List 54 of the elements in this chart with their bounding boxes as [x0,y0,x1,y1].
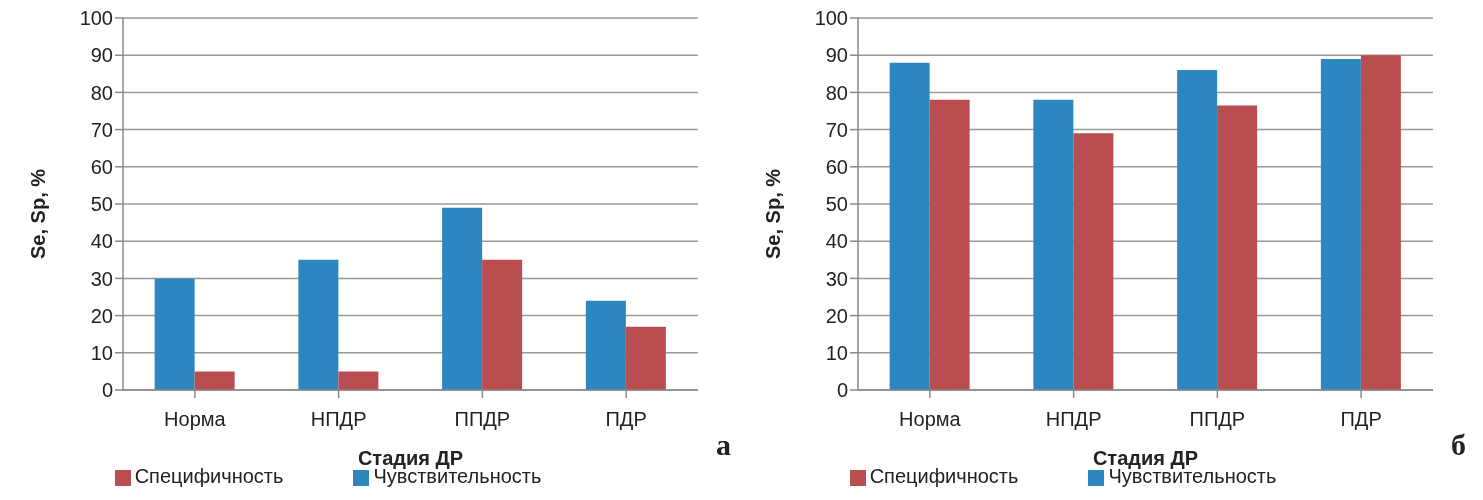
bar [298,259,339,390]
y-axis-title: Se, Sp, % [762,168,785,259]
y-tick-label: 100 [79,7,113,30]
y-tick-label: 60 [90,155,113,178]
bar [442,207,483,390]
y-tick-label: 90 [825,44,848,67]
y-tick-label: 40 [825,230,848,253]
y-tick-label: 0 [836,379,848,402]
y-tick-label: 10 [825,341,848,364]
x-tick-label: НПДР [310,408,367,431]
x-axis-title: Стадия ДР [357,447,464,469]
bar [482,259,523,390]
text: б [1451,428,1466,462]
legend-label: Специфичность [134,465,284,487]
bar [338,371,379,390]
bar [154,278,195,390]
bar [889,62,930,390]
x-tick-label: ППДР [454,408,511,431]
bar [1177,70,1218,390]
y-tick-label: 50 [90,193,113,216]
y-tick-label: 70 [825,118,848,141]
bar [1073,133,1114,390]
bar [1320,58,1361,390]
y-tick-label: 70 [90,118,113,141]
y-tick-label: 10 [90,341,113,364]
y-axis-title: Se, Sp, % [27,168,50,259]
y-tick-label: 40 [90,230,113,253]
y-tick-label: 50 [825,193,848,216]
y-tick-label: 0 [101,379,113,402]
text: а [716,428,731,462]
bar [1360,55,1401,390]
y-tick-label: 20 [90,304,113,327]
x-tick-label: ППДР [1189,408,1246,431]
bar [1217,105,1258,390]
legend-label: Специфичность [869,465,1019,487]
bar [1033,99,1074,390]
y-tick-label: 60 [825,155,848,178]
x-axis-title: Стадия ДР [1092,447,1199,469]
bar [585,300,626,390]
x-tick-label: Норма [164,408,227,431]
x-tick-label: ПДР [1340,408,1382,431]
y-tick-label: 100 [814,7,848,30]
x-tick-label: Норма [899,408,962,431]
y-tick-label: 30 [825,267,848,290]
y-tick-label: 80 [825,81,848,104]
y-tick-label: 20 [825,304,848,327]
bar [194,371,235,390]
y-tick-label: 80 [90,81,113,104]
bar [625,326,666,390]
y-tick-label: 30 [90,267,113,290]
x-tick-label: НПДР [1045,408,1102,431]
x-tick-label: ПДР [605,408,647,431]
bar [929,99,970,390]
y-tick-label: 90 [90,44,113,67]
